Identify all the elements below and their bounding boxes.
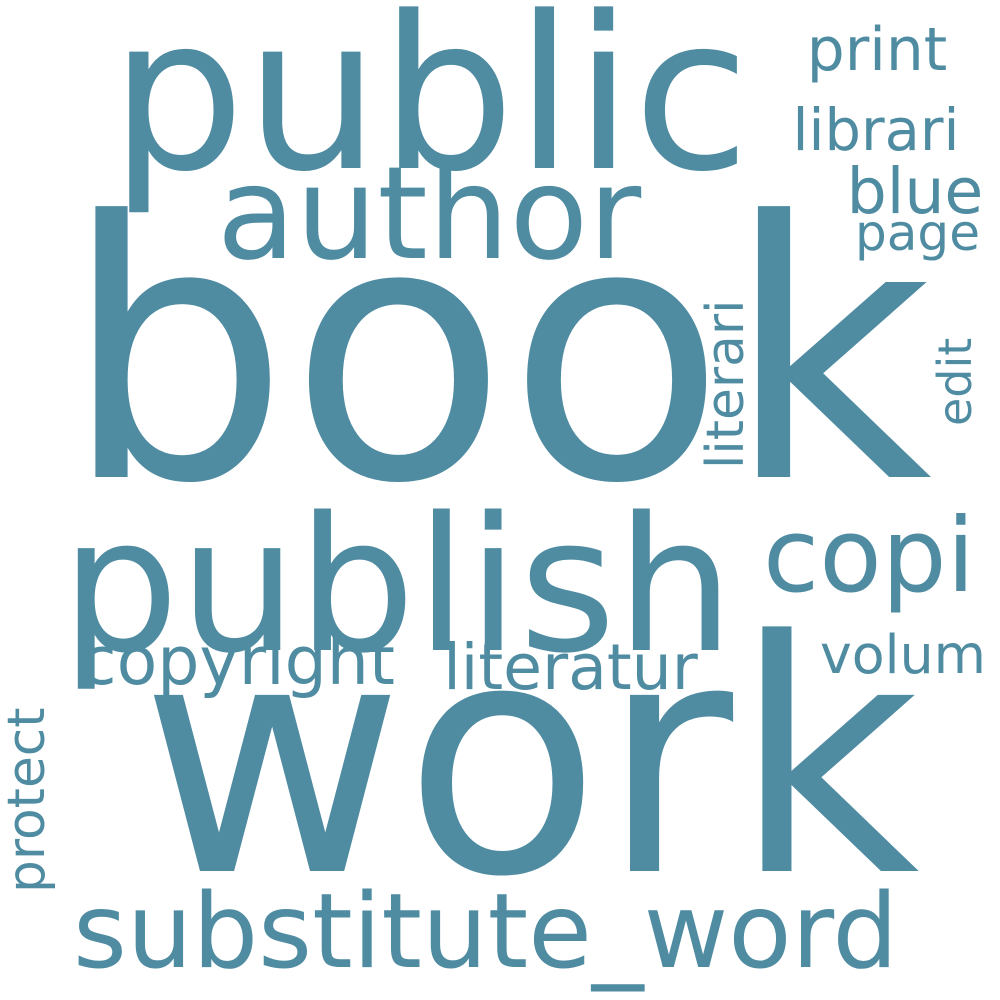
word-print: print: [806, 15, 948, 86]
word-copi: copi: [763, 497, 975, 617]
word-work: work: [140, 572, 920, 947]
word-copyright: copyright: [80, 621, 395, 700]
word-literatur: literatur: [443, 629, 698, 704]
word-librari: librari: [792, 97, 960, 165]
word-substitute-word: substitute_word: [72, 872, 899, 993]
word-volum: volum: [820, 623, 986, 687]
word-edit: edit: [928, 337, 982, 426]
word-literari: literari: [695, 299, 756, 469]
word-publish: publish: [60, 476, 735, 694]
word-public: public: [109, 0, 751, 220]
word-protect: protect: [0, 707, 57, 893]
word-book: book: [63, 146, 932, 562]
word-page: page: [855, 203, 980, 262]
word-author: author: [216, 138, 642, 289]
word-blue: blue: [846, 153, 984, 228]
